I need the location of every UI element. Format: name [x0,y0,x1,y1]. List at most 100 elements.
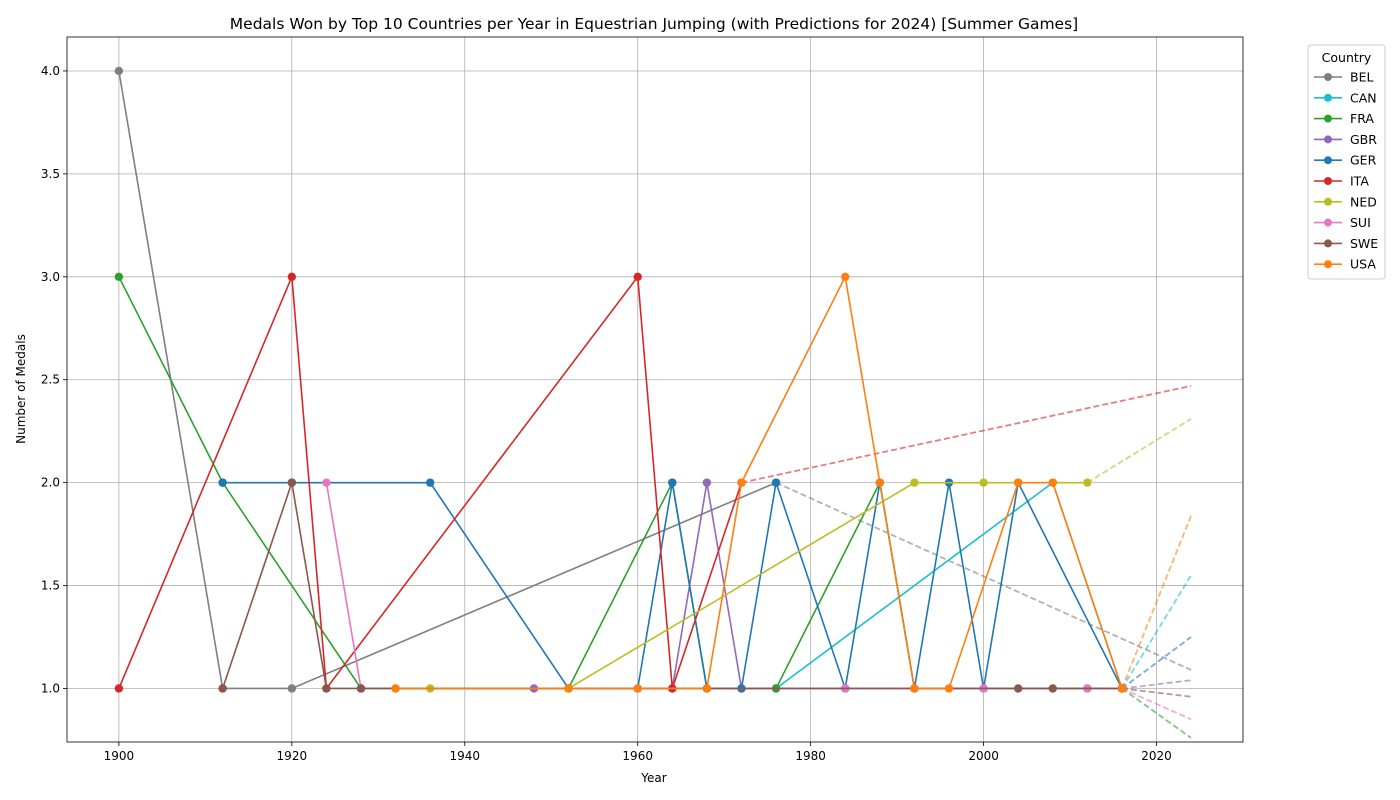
legend-swatch-marker [1324,156,1332,165]
legend-item-ita: ITA [1314,174,1369,189]
legend-swatch-marker [1324,93,1332,102]
legend-item-ger: GER [1314,153,1377,168]
data-point [425,478,435,487]
x-tick-label: 1920 [277,749,308,763]
x-axis-label: Year [640,771,666,785]
data-point [114,272,124,282]
data-point [841,272,850,282]
data-point [702,684,712,693]
legend-title: Country [1322,50,1372,65]
legend-label: GBR [1350,132,1377,147]
series-usa [391,272,1192,693]
legend-item-fra: FRA [1314,111,1374,126]
legend-item-can: CAN [1314,90,1377,105]
prediction-line-can [1121,574,1192,689]
prediction-line-sui [1121,687,1192,721]
prediction-line-bel [775,481,1192,671]
prediction-line-swe [1121,687,1192,698]
prediction-line-gbr [1121,679,1192,690]
data-point [1013,684,1023,693]
data-point [218,478,227,487]
legend: Country BEL CAN FRA GBR GER ITA NED SUI SWE USA [1307,44,1386,280]
legend-swatch-marker [1324,239,1332,248]
legend-swatch-marker [1324,135,1332,144]
x-tick-label: 1900 [104,749,135,763]
legend-label: USA [1350,257,1376,272]
y-axis-label: Number of Medals [14,334,28,444]
prediction-line-ned [1086,418,1192,484]
data-point [702,478,712,487]
data-point [910,684,919,693]
legend-item-ned: NED [1314,194,1377,209]
legend-swatch-marker [1324,114,1332,123]
y-tick-label: 3.5 [41,167,60,181]
data-point [771,478,781,487]
data-point [287,478,297,487]
y-tick-label: 2.0 [41,476,60,490]
data-point [1117,684,1127,693]
series-line-ita [118,274,743,691]
data-point [737,478,746,487]
legend-swatch-marker [1324,218,1332,227]
legend-swatch-marker [1324,197,1332,206]
data-point [633,684,642,693]
series-line-usa [395,274,1123,690]
legend-item-usa: USA [1314,257,1376,272]
data-point [875,478,885,487]
data-point [287,272,297,282]
legend-swatch-marker [1324,260,1332,269]
x-tick-label: 2020 [1141,749,1172,763]
y-tick-label: 1.5 [41,579,60,593]
x-tick-label: 1940 [449,749,480,763]
data-point [356,684,366,693]
legend-label: FRA [1350,111,1374,126]
series-layer [114,66,1192,739]
legend-item-bel: BEL [1314,70,1373,85]
legend-label: SWE [1350,236,1378,251]
data-point [322,478,331,487]
prediction-line-fra [1121,687,1192,739]
data-point [391,684,400,693]
legend-swatch-marker [1324,73,1332,81]
series-line-ger [222,480,1123,690]
data-point [114,66,124,76]
legend-swatch-marker [1324,177,1332,185]
axes: 1900 1920 1940 1960 1980 2000 2020 1.0 1.5 2.0 2.5… [41,36,1244,763]
data-point [114,684,124,693]
legend-item-swe: SWE [1314,236,1378,251]
data-point [979,478,988,487]
data-point [668,478,677,487]
data-point [633,272,642,282]
legend-item-gbr: GBR [1314,132,1377,147]
data-point [322,684,331,693]
data-point [287,684,297,693]
data-point [218,684,227,693]
data-point [1048,684,1057,693]
data-point [1013,478,1023,487]
legend-label: NED [1350,194,1377,209]
prediction-line-usa [1121,515,1192,689]
data-point [564,684,573,693]
legend-label: GER [1350,153,1377,168]
prediction-line-ita [741,385,1192,484]
x-tick-label: 1960 [622,749,653,763]
plot-frame [66,36,1244,743]
x-tick-label: 1980 [795,749,826,763]
y-tick-label: 2.5 [41,373,60,387]
legend-label: CAN [1350,90,1377,105]
legend-label: BEL [1350,70,1373,85]
y-tick-label: 3.0 [41,270,60,284]
data-point [1048,478,1057,487]
x-tick-label: 2000 [968,749,999,763]
legend-label: ITA [1350,174,1369,189]
legend-item-sui: SUI [1314,215,1371,230]
legend-label: SUI [1350,215,1371,230]
prediction-line-ger [1121,636,1192,690]
data-point [910,478,919,487]
data-point [1083,478,1092,487]
y-tick-label: 1.0 [41,681,60,695]
y-tick-label: 4.0 [41,64,60,78]
data-point [944,684,954,693]
